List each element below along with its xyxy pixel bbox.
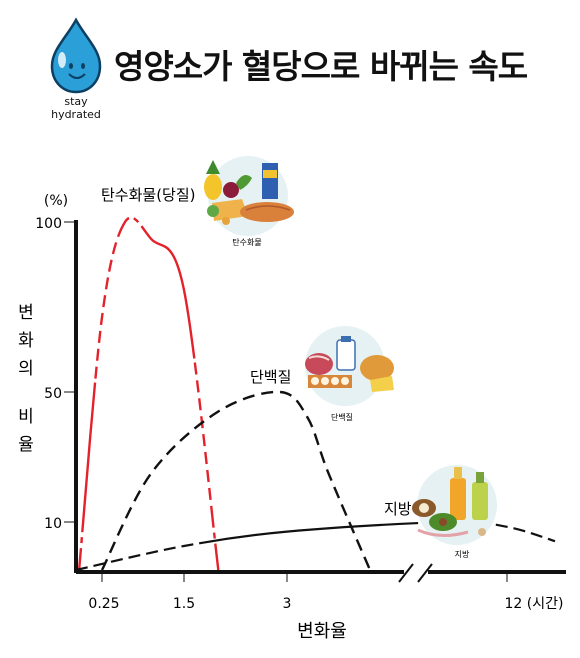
y-axis-label: 변 화 의 비 율 [18,303,34,455]
carb-food-icon [204,156,294,236]
protein-image-caption: 단백질 [331,412,353,422]
water-drop-icon [50,17,102,94]
page-title: 영양소가 혈당으로 바뀌는 속도 [114,47,528,86]
series-line-carb [77,216,220,571]
axes [64,220,566,583]
carb-image-caption: 탄수화물 [232,237,261,247]
series-label-carb: 탄수화물(당질) [101,186,196,204]
series-line-protein [100,390,372,571]
fat-image-caption: 지방 [455,549,470,559]
x-axis-label: 변화율 [297,621,347,642]
svg-text:변: 변 [18,303,34,323]
svg-text:비: 비 [18,407,34,427]
y-tick-label: 50 [44,386,62,402]
logo-text-line2: hydrated [51,108,101,121]
protein-food-icon [305,326,394,406]
x-tick-label: 12 (시간) [505,596,564,612]
svg-text:의: 의 [18,359,34,379]
logo-text: stay hydrated [44,95,108,121]
x-tick-label: 3 [283,596,292,612]
y-tick-label: 100 [35,216,62,232]
series-line-fat [75,520,556,572]
x-tick-label: 1.5 [173,596,195,612]
svg-text:율: 율 [18,435,34,455]
series-label-fat: 지방 [384,500,412,518]
svg-text:화: 화 [18,331,34,351]
series-label-protein: 단백질 [250,368,291,386]
x-tick-label: 0.25 [88,596,119,612]
y-tick-label: 10 [44,516,62,532]
y-unit-label: (%) [44,193,68,209]
fat-food-icon [412,465,497,545]
logo-text-line1: stay [64,95,88,108]
